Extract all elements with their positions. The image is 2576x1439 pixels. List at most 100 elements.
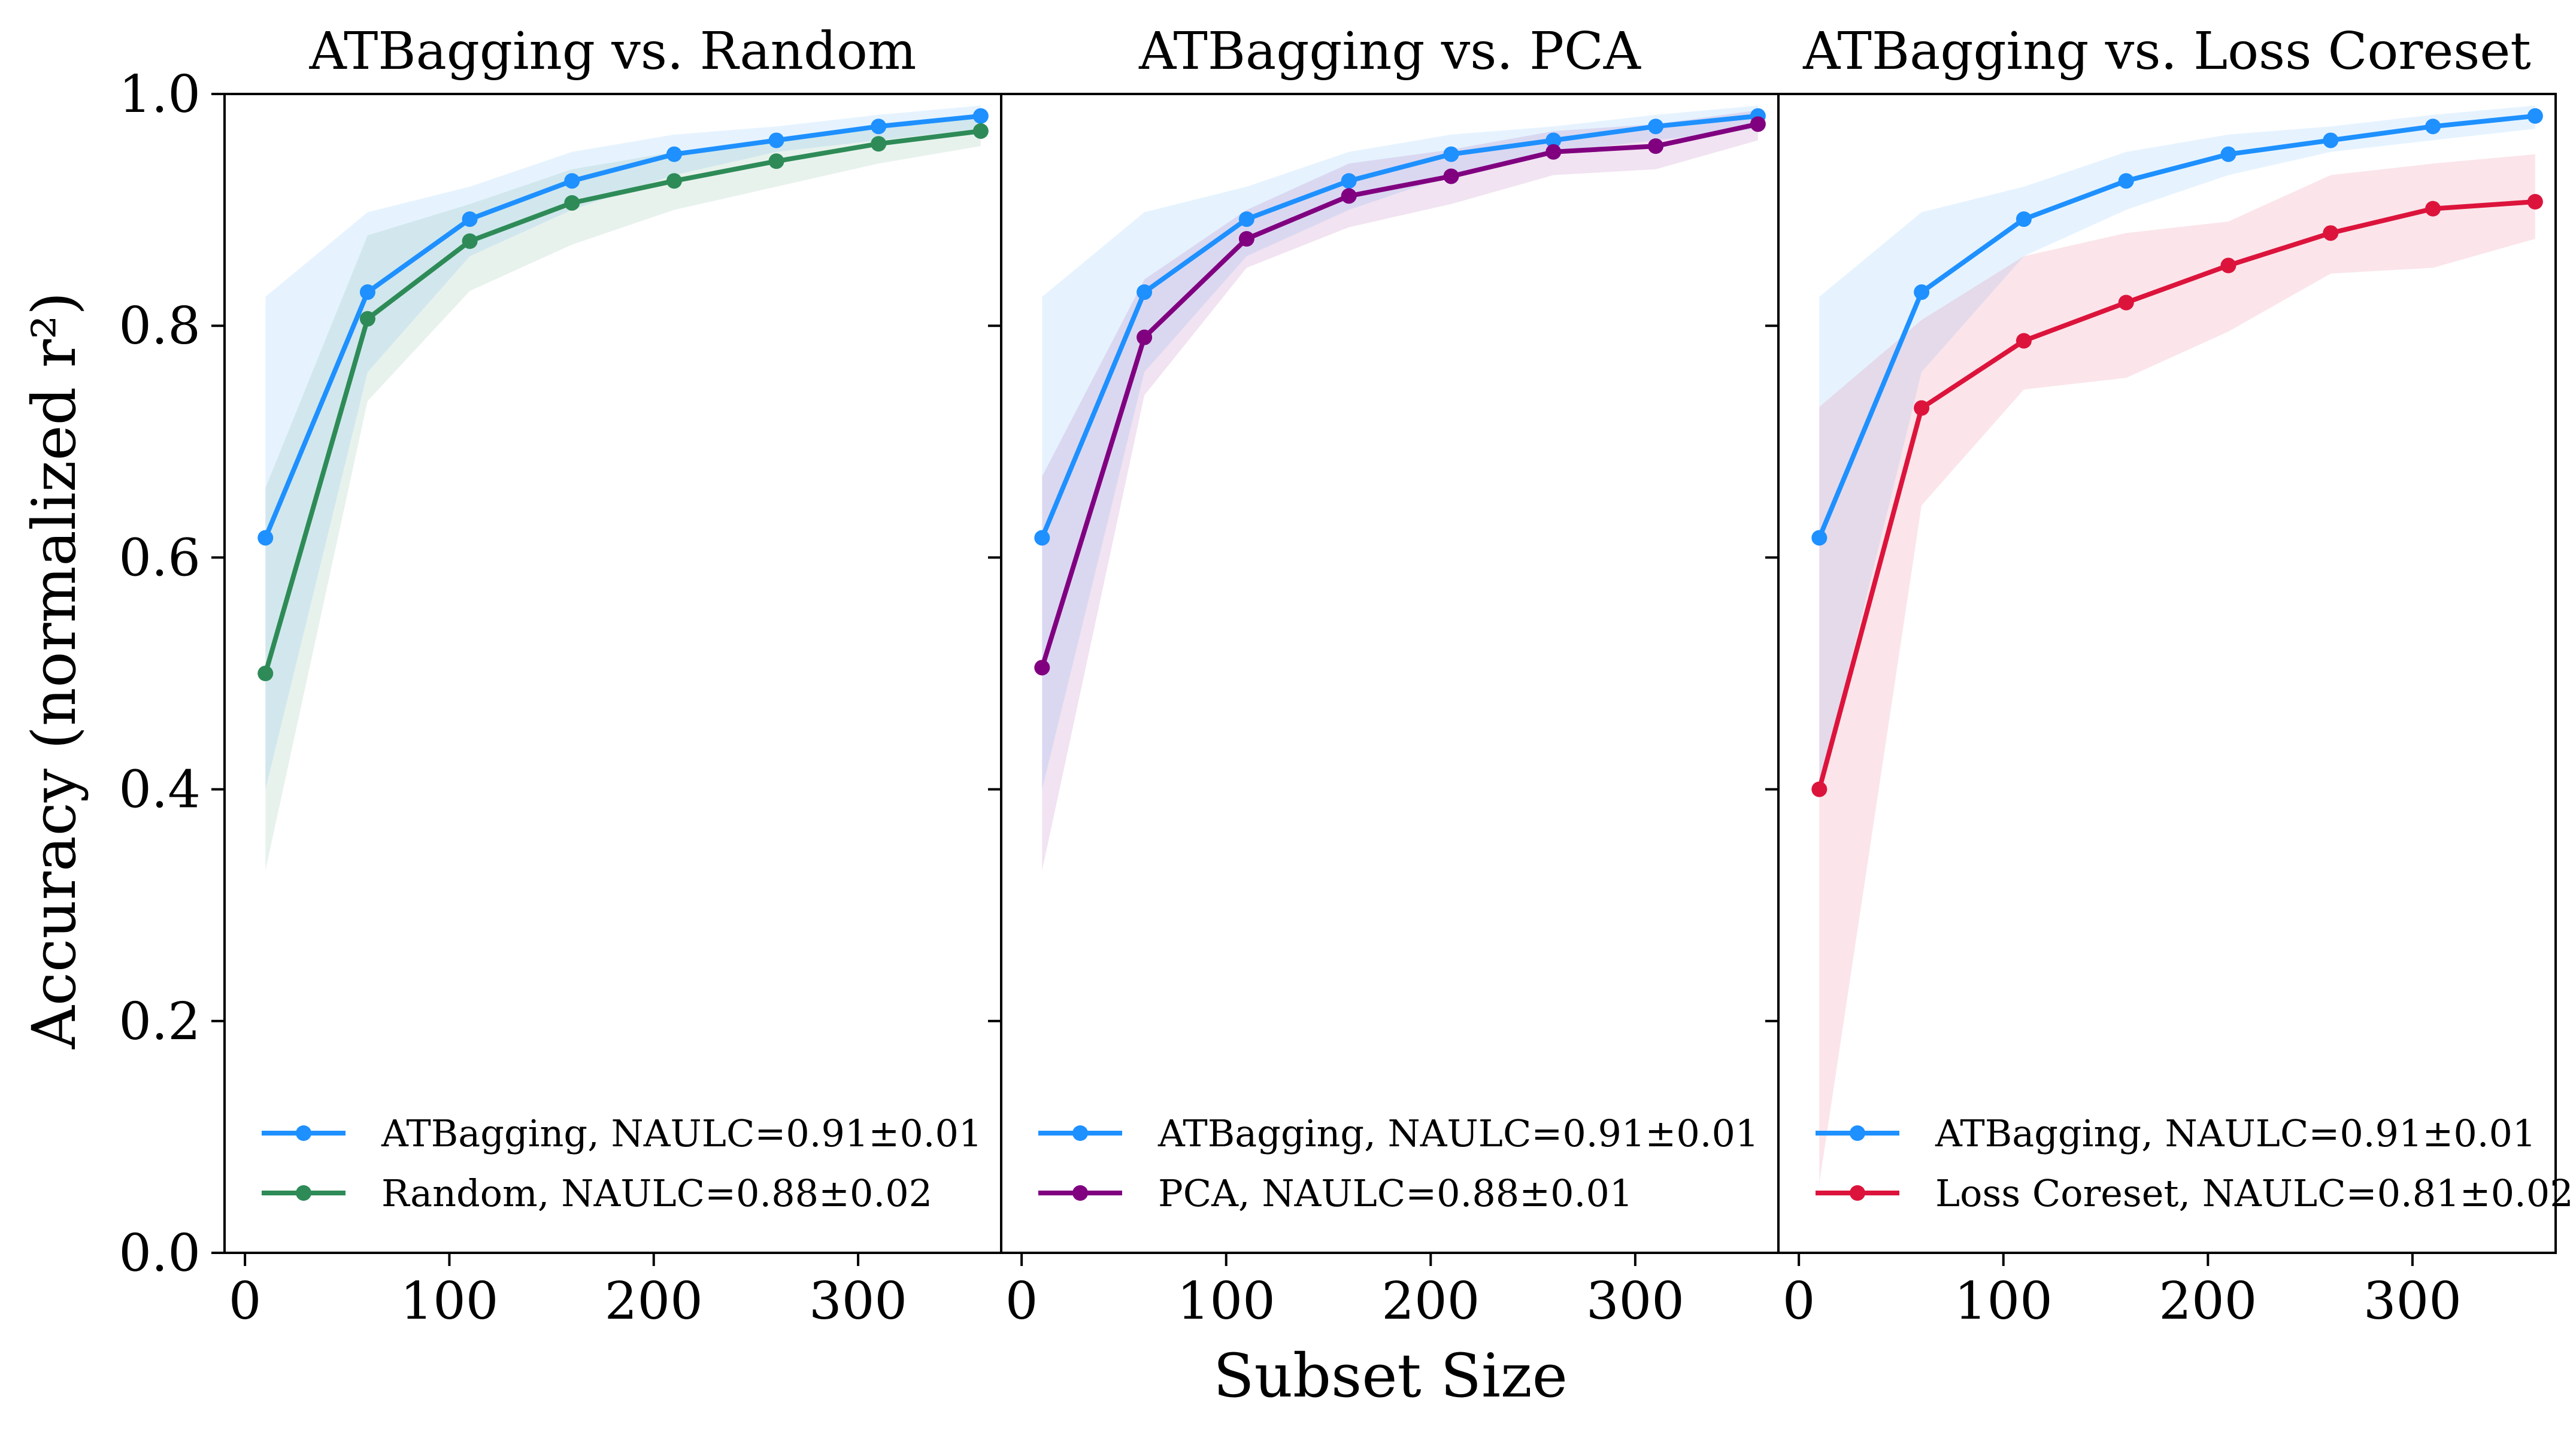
series-line-atbagging (1817, 113, 2536, 539)
data-point-random (768, 153, 784, 169)
x-tick-label: 100 (1954, 1271, 2053, 1331)
data-point-atbagging (1443, 146, 1459, 162)
data-point-atbagging (257, 530, 274, 546)
data-point-atbagging (1914, 284, 1930, 300)
data-point-random (666, 173, 682, 189)
data-point-random (359, 311, 375, 327)
data-point-pca (1750, 116, 1766, 132)
data-point-pca (1034, 660, 1050, 676)
x-tick-label: 300 (2363, 1271, 2462, 1331)
legend-label: ATBagging, NAULC=0.91±0.01 (1935, 1112, 2536, 1155)
subplot-title: ATBagging vs. Loss Coreset (1802, 22, 2531, 81)
series-line-pca (1040, 122, 1759, 669)
legend: ATBagging, NAULC=0.91±0.01 Random, NAULC=… (262, 1112, 982, 1215)
series-line-random (263, 129, 981, 675)
legend-label: ATBagging, NAULC=0.91±0.01 (381, 1112, 982, 1155)
data-point-loss-coreset (2527, 194, 2543, 210)
series-line-loss-coreset (1817, 199, 2536, 790)
data-point-atbagging (2425, 119, 2441, 135)
confidence-band-atbagging (265, 105, 981, 790)
data-point-atbagging (564, 173, 580, 189)
legend-swatch-marker (296, 1185, 311, 1201)
confidence-band-loss-coreset (1819, 154, 2535, 1183)
x-tick-label: 0 (1005, 1271, 1038, 1331)
subplot-loss-coreset: 0 100 200 300 ATBagging vs. Loss Coreset ATBa… (1765, 22, 2574, 1331)
data-point-atbagging (666, 146, 682, 162)
data-point-random (972, 123, 989, 139)
data-point-atbagging (2527, 108, 2543, 124)
legend-swatch-marker (296, 1125, 311, 1141)
data-point-random (871, 136, 887, 152)
y-tick-label: 0.4 (119, 760, 201, 820)
x-tick-label: 0 (1783, 1271, 1816, 1331)
confidence-band-atbagging (1819, 105, 2535, 790)
subplot-title: ATBagging vs. PCA (1138, 22, 1641, 81)
data-point-random (564, 195, 580, 211)
data-point-atbagging (1034, 530, 1050, 546)
legend: ATBagging, NAULC=0.91±0.01 Loss Coreset, … (1816, 1112, 2574, 1215)
x-axis-label: Subset Size (1213, 1341, 1568, 1411)
subplot-pca: 0 100 200 300 ATBagging vs. PCA ATBagging, NA… (988, 22, 1780, 1331)
legend-swatch-marker (1850, 1125, 1865, 1141)
data-point-atbagging (2323, 132, 2339, 148)
data-point-loss-coreset (2220, 257, 2236, 274)
data-point-loss-coreset (1811, 781, 1828, 797)
x-tick-label: 200 (605, 1271, 703, 1331)
series-line-atbagging (1040, 113, 1759, 539)
data-point-atbagging (871, 119, 887, 135)
data-point-atbagging (1545, 132, 1562, 148)
data-point-pca (1137, 329, 1153, 345)
x-tick-label: 100 (1177, 1271, 1275, 1331)
subplot-title: ATBagging vs. Random (309, 22, 917, 81)
x-tick-label: 200 (2159, 1271, 2257, 1331)
y-axis-label: Accuracy (normalized r²) (19, 292, 89, 1050)
y-tick-label: 0.6 (119, 528, 201, 588)
data-point-atbagging (1811, 530, 1828, 546)
data-point-atbagging (1238, 211, 1254, 227)
data-point-pca (1341, 188, 1357, 204)
y-tick-label: 1.0 (119, 65, 201, 125)
y-tick-label: 0.8 (119, 296, 201, 356)
data-point-atbagging (462, 211, 478, 227)
data-point-atbagging (1137, 284, 1153, 300)
x-tick-label: 300 (1586, 1271, 1684, 1331)
y-tick-label: 0.2 (119, 992, 201, 1052)
legend-swatch-marker (1850, 1185, 1865, 1201)
x-tick-label: 200 (1381, 1271, 1480, 1331)
legend-label: Random, NAULC=0.88±0.02 (381, 1171, 932, 1215)
data-point-atbagging (2016, 211, 2032, 227)
subplot-random: 0 100 200 300 0.0 0.2 0.4 0.6 0.8 1.0 ATBagging vs… (119, 22, 1002, 1331)
data-point-pca (1648, 138, 1664, 154)
legend: ATBagging, NAULC=0.91±0.01 PCA, NAULC=0.8… (1038, 1112, 1759, 1215)
data-point-random (462, 233, 478, 249)
data-point-atbagging (1341, 173, 1357, 189)
data-point-loss-coreset (2016, 333, 2032, 349)
data-point-loss-coreset (2323, 225, 2339, 241)
plot-frame (1777, 93, 2557, 1254)
data-point-loss-coreset (2118, 295, 2134, 311)
data-point-atbagging (2220, 146, 2236, 162)
data-point-atbagging (768, 132, 784, 148)
series-line-atbagging (263, 113, 981, 539)
data-point-atbagging (359, 284, 375, 300)
legend-label: Loss Coreset, NAULC=0.81±0.02 (1935, 1171, 2574, 1215)
data-point-atbagging (1648, 119, 1664, 135)
data-point-loss-coreset (1914, 400, 1930, 416)
data-point-loss-coreset (2425, 201, 2441, 217)
data-point-random (257, 666, 274, 681)
data-point-pca (1443, 168, 1459, 184)
data-point-atbagging (2118, 173, 2134, 189)
confidence-band-random (265, 114, 981, 871)
legend-swatch-marker (1072, 1125, 1088, 1141)
x-tick-label: 300 (809, 1271, 907, 1331)
x-tick-label: 100 (400, 1271, 498, 1331)
legend-label: ATBagging, NAULC=0.91±0.01 (1157, 1112, 1759, 1155)
data-point-pca (1545, 144, 1562, 160)
legend-label: PCA, NAULC=0.88±0.01 (1158, 1171, 1633, 1215)
y-tick-label: 0.0 (119, 1224, 201, 1283)
data-point-atbagging (972, 108, 989, 124)
x-tick-label: 0 (229, 1271, 262, 1331)
confidence-band-atbagging (1042, 105, 1758, 790)
